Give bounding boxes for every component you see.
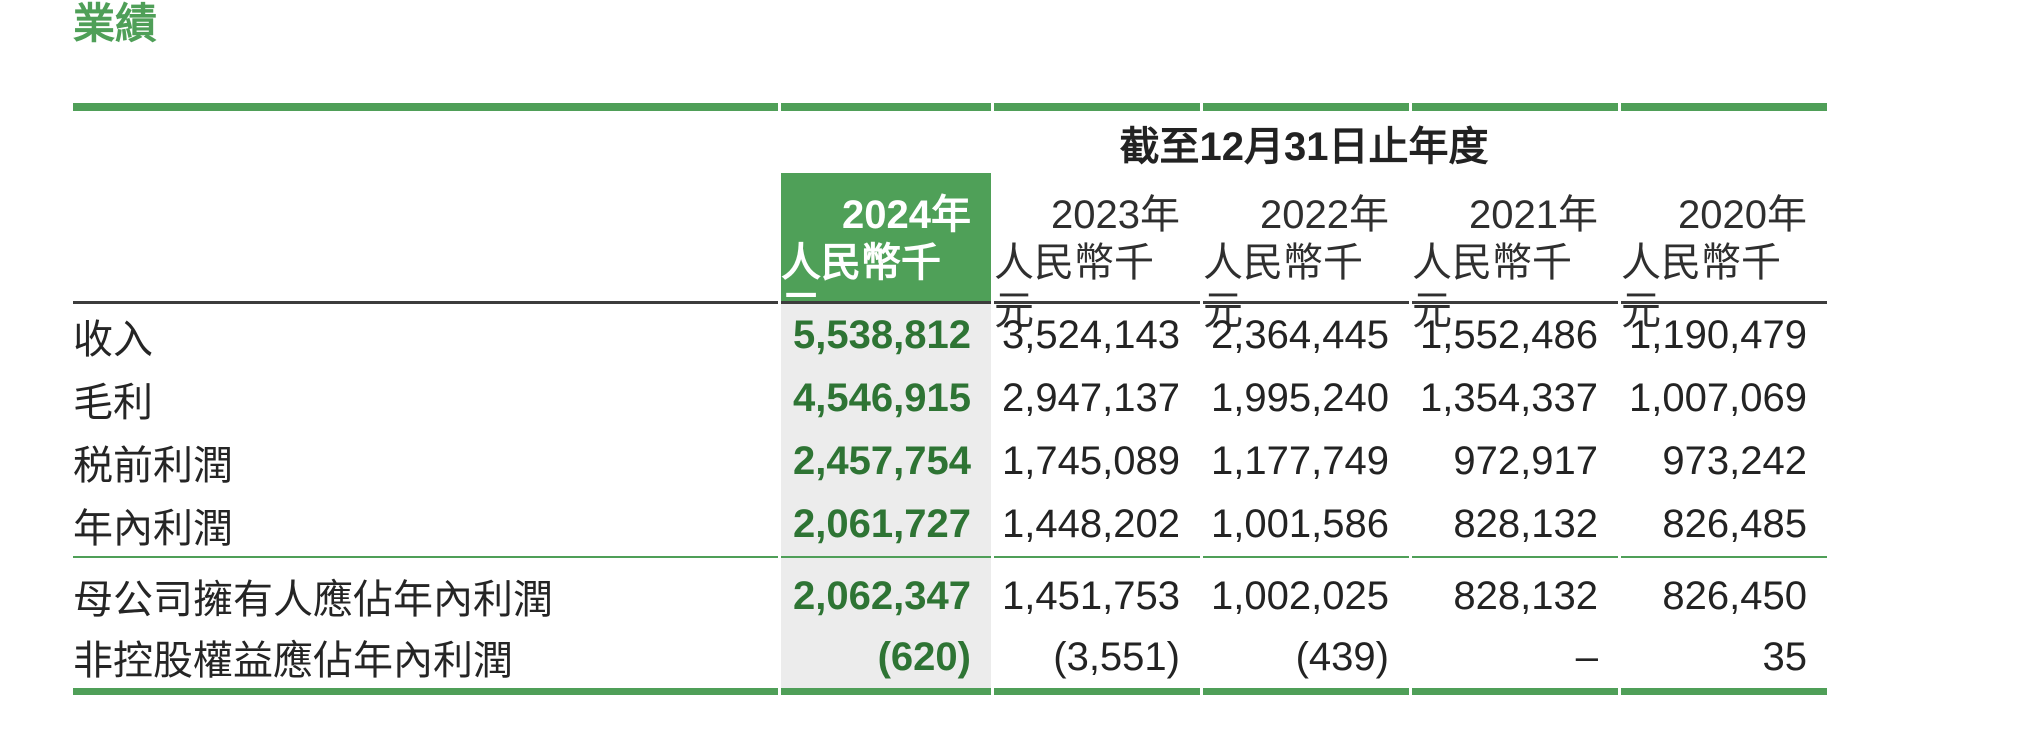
- row-label: 收入: [73, 317, 153, 362]
- mid-rule-segment: [1621, 556, 1827, 558]
- header-rule-segment: [1203, 301, 1409, 304]
- page-title: 業績: [73, 0, 158, 47]
- value-2020: 826,450: [1662, 573, 1807, 618]
- value-2024: 2,457,754: [781, 430, 991, 493]
- value-2022: 1,177,749: [1211, 439, 1389, 483]
- header-rule-segment: [73, 301, 778, 304]
- column-header-2022: 2022年 人民幣千元: [1203, 173, 1409, 333]
- value-2023: 2,947,137: [1002, 376, 1180, 420]
- value-2020: 973,242: [1662, 439, 1807, 483]
- bottom-rule-segment: [994, 688, 1200, 695]
- spacer-cell: [73, 111, 778, 173]
- bottom-rule-segment: [1412, 688, 1618, 695]
- header-rule-segment: [994, 301, 1200, 304]
- mid-rule-segment: [994, 556, 1200, 558]
- value-2024: (620): [781, 626, 991, 688]
- top-rule-segment: [1621, 103, 1827, 111]
- column-unit: 人民幣千元: [1621, 241, 1781, 333]
- header-rule-segment: [1621, 301, 1827, 304]
- value-2022: (439): [1295, 634, 1389, 679]
- value-2021: 1,552,486: [1420, 313, 1598, 357]
- value-2022: 1,002,025: [1211, 573, 1389, 618]
- column-header-2023: 2023年 人民幣千元: [994, 173, 1200, 333]
- value-2024: 5,538,812: [781, 304, 991, 367]
- value-2021: –: [1575, 634, 1598, 679]
- row-label: 税前利潤: [73, 443, 233, 488]
- value-2022: 1,001,586: [1211, 502, 1389, 546]
- mid-rule-segment: [781, 556, 991, 558]
- column-header-2021: 2021年 人民幣千元: [1412, 173, 1618, 333]
- column-unit: 人民幣千元: [1412, 241, 1572, 333]
- header-rule-segment: [1412, 301, 1618, 304]
- value-2020: 1,190,479: [1629, 313, 1807, 357]
- column-year: 2020年: [1678, 193, 1807, 237]
- column-year: 2024年: [842, 193, 971, 237]
- value-2021: 972,917: [1453, 439, 1598, 483]
- value-2020: 35: [1762, 634, 1808, 679]
- spacer-cell: [73, 173, 778, 301]
- row-label: 非控股權益應佔年內利潤: [73, 639, 513, 683]
- bottom-rule-segment: [73, 688, 778, 695]
- value-2021: 1,354,337: [1420, 376, 1598, 420]
- value-2021: 828,132: [1453, 573, 1598, 618]
- bottom-rule-segment: [781, 688, 991, 695]
- column-header-2020: 2020年 人民幣千元: [1621, 173, 1827, 333]
- header-rule-segment: [781, 301, 991, 304]
- value-2022: 1,995,240: [1211, 376, 1389, 420]
- value-2020: 826,485: [1662, 502, 1807, 546]
- row-label: 母公司擁有人應佔年內利潤: [73, 578, 553, 622]
- value-2020: 1,007,069: [1629, 376, 1807, 420]
- top-rule-segment: [781, 103, 991, 111]
- value-2023: (3,551): [1053, 634, 1180, 679]
- row-label: 年內利潤: [73, 506, 233, 551]
- value-2024: 2,061,727: [781, 493, 991, 556]
- column-unit: 人民幣千元: [1203, 241, 1363, 333]
- value-2024: 4,546,915: [781, 367, 991, 430]
- top-rule-segment: [994, 103, 1200, 111]
- value-2022: 2,364,445: [1211, 313, 1389, 357]
- top-rule-segment: [73, 103, 778, 111]
- value-2023: 1,448,202: [1002, 502, 1180, 546]
- column-header-2024: 2024年 人民幣千元: [781, 173, 991, 333]
- value-2023: 1,451,753: [1002, 573, 1180, 618]
- value-2023: 1,745,089: [1002, 439, 1180, 483]
- period-header: 截至12月31日止年度: [1119, 125, 1489, 169]
- results-table: 截至12月31日止年度 2024年 人民幣千元 2023年 人民幣千元 2022…: [73, 103, 1827, 695]
- mid-rule-segment: [1203, 556, 1409, 558]
- mid-rule-segment: [1412, 556, 1618, 558]
- bottom-rule-segment: [1203, 688, 1409, 695]
- column-year: 2021年: [1469, 193, 1598, 237]
- column-unit: 人民幣千元: [994, 241, 1154, 333]
- value-2023: 3,524,143: [1002, 313, 1180, 357]
- value-2021: 828,132: [1453, 502, 1598, 546]
- column-year: 2022年: [1260, 193, 1389, 237]
- value-2024: 2,062,347: [781, 558, 991, 626]
- top-rule-segment: [1412, 103, 1618, 111]
- row-label: 毛利: [73, 380, 153, 425]
- mid-rule-segment: [73, 556, 778, 558]
- column-year: 2023年: [1051, 193, 1180, 237]
- bottom-rule-segment: [1621, 688, 1827, 695]
- top-rule-segment: [1203, 103, 1409, 111]
